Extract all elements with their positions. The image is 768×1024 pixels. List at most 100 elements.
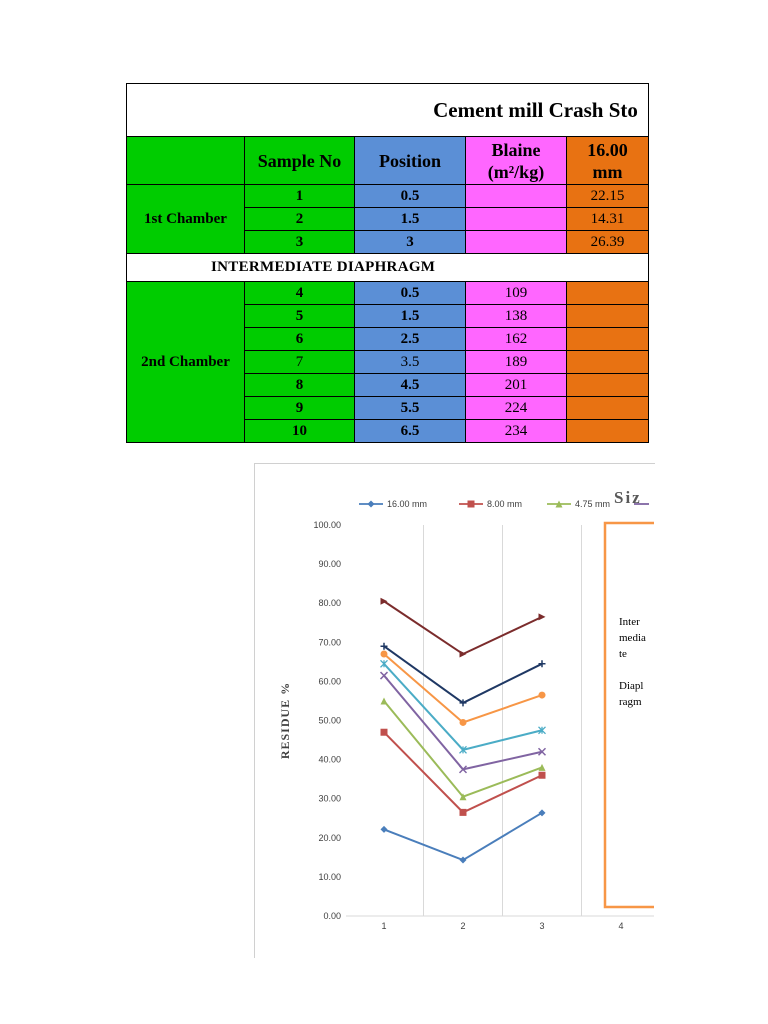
series-line: [383, 663, 543, 751]
data-point: [459, 745, 467, 754]
chamber1-label: 1st Chamber: [126, 184, 245, 254]
blaine-cell: 201: [465, 373, 567, 397]
intermediate-diaphragm-row: INTERMEDIATE DIAPHRAGM: [125, 253, 650, 282]
data-point: [538, 726, 546, 735]
header-sample-no: Sample No: [244, 136, 355, 185]
x-tick-label: 4: [618, 921, 623, 931]
header-empty-cell: [126, 136, 245, 185]
header-blaine-line2: (m²/kg): [487, 161, 545, 182]
blaine-cell: 189: [465, 350, 567, 374]
diaphragm-box: [603, 521, 654, 909]
sample-no-cell: 8: [244, 373, 355, 397]
data-point: [459, 856, 467, 864]
spreadsheet-table: Cement mill Crash Sto Sample No Position…: [125, 83, 650, 445]
data-point: [459, 793, 467, 801]
size-16mm-cell: [565, 419, 650, 443]
x-tick-label: 3: [539, 921, 544, 931]
series-line: [383, 731, 543, 814]
sample-no-cell: 3: [244, 230, 355, 254]
header-blaine-line1: Blaine: [491, 139, 541, 160]
legend-marker: [467, 500, 475, 508]
legend-label: 4.75 mm: [575, 499, 610, 509]
data-point: [538, 613, 546, 621]
diaphragm-text-line: ragm: [619, 696, 642, 708]
size-16mm-cell: 26.39: [565, 230, 650, 254]
legend-label: 16.00 mm: [387, 499, 427, 509]
x-tick-label: 1: [381, 921, 386, 931]
sample-no-cell: 10: [244, 419, 355, 443]
header-position: Position: [354, 136, 466, 185]
data-point: [538, 660, 546, 668]
series-line: [383, 811, 543, 862]
size-16mm-cell: [565, 350, 650, 374]
position-cell: 3: [354, 230, 466, 254]
data-point: [380, 597, 388, 605]
y-tick-label: 20.00: [318, 833, 341, 843]
position-cell: 1.5: [354, 207, 466, 231]
chart-area: [254, 463, 655, 958]
data-point: [379, 671, 389, 680]
x-tick-label: 2: [460, 921, 465, 931]
position-cell: 4.5: [354, 373, 466, 397]
position-cell: 0.5: [354, 281, 466, 305]
data-point: [459, 718, 467, 726]
residue-chart: 0.00 10.00 20.00 30.00 40.00 50.00 60.00 70.00 8…: [278, 488, 654, 931]
position-cell: 2.5: [354, 327, 466, 351]
size-16mm-cell: [565, 304, 650, 328]
blaine-cell: 109: [465, 281, 567, 305]
y-tick-label: 40.00: [318, 755, 341, 765]
size-16mm-cell: [565, 327, 650, 351]
diaphragm-text-line: media: [619, 632, 646, 644]
data-point: [380, 650, 388, 658]
sample-no-cell: 6: [244, 327, 355, 351]
position-cell: 0.5: [354, 184, 466, 208]
series-line: [383, 600, 543, 656]
sample-no-cell: 2: [244, 207, 355, 231]
data-point: [459, 650, 467, 658]
legend-marker: [555, 500, 563, 508]
y-tick-label: 50.00: [318, 716, 341, 726]
blaine-cell: [465, 230, 567, 254]
size-16mm-cell: [565, 396, 650, 420]
data-point: [380, 825, 388, 833]
blaine-cell: [465, 207, 567, 231]
y-axis-label: RESIDUE %: [278, 682, 292, 759]
size-16mm-cell: [565, 281, 650, 305]
data-point: [380, 728, 388, 736]
data-point: [538, 691, 546, 699]
header-size-line1: 16.00: [587, 139, 628, 160]
blaine-cell: 138: [465, 304, 567, 328]
data-point: [459, 808, 467, 816]
blaine-cell: [465, 184, 567, 208]
y-tick-label: 90.00: [318, 559, 341, 569]
y-tick-label: 30.00: [318, 794, 341, 804]
size-16mm-cell: 22.15: [565, 184, 650, 208]
sample-no-cell: 7: [244, 350, 355, 374]
size-16mm-cell: 14.31: [565, 207, 650, 231]
header-size-line2: mm: [592, 161, 623, 182]
table-title: Cement mill Crash Sto: [125, 83, 650, 137]
legend-label: 8.00 mm: [487, 499, 522, 509]
sample-no-cell: 1: [244, 184, 355, 208]
data-point: [538, 771, 546, 779]
position-cell: 6.5: [354, 419, 466, 443]
size-16mm-cell: [565, 373, 650, 397]
y-tick-label: 80.00: [318, 598, 341, 608]
chamber2-label: 2nd Chamber: [126, 281, 245, 443]
y-tick-label: 60.00: [318, 676, 341, 686]
data-point: [538, 809, 546, 817]
diaphragm-text-line: Diapl: [619, 680, 643, 692]
data-point: [537, 747, 547, 756]
y-tick-label: 10.00: [318, 872, 341, 882]
data-point: [380, 659, 388, 668]
header-size-16mm: 16.00 mm: [565, 136, 650, 185]
data-point: [380, 697, 388, 705]
data-point: [380, 642, 388, 650]
sample-no-cell: 9: [244, 396, 355, 420]
sample-no-cell: 4: [244, 281, 355, 305]
crash-stop-table: Cement mill Crash Sto Sample No Position…: [125, 83, 650, 443]
blaine-cell: 234: [465, 419, 567, 443]
diaphragm-text-line: Inter: [619, 616, 640, 628]
data-point: [458, 765, 468, 774]
blaine-cell: 224: [465, 396, 567, 420]
